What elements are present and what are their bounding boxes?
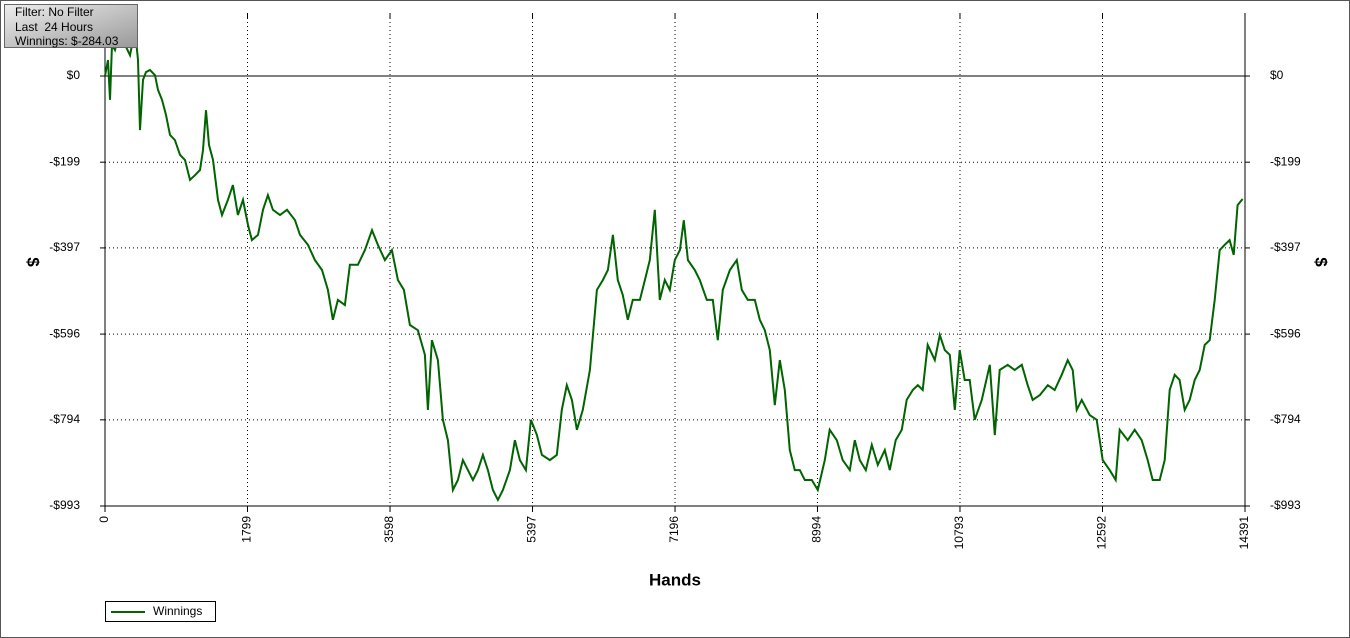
legend-label: Winnings [153,604,202,618]
x-tick-label: 5397 [525,516,539,543]
y-axis-title: $ [24,257,43,267]
info-period: Last 24 Hours [15,20,93,34]
x-tick-label: 12592 [1095,516,1109,550]
x-tick-label: 7196 [667,516,681,543]
x-axis-title: Hands [649,570,701,589]
plot-area: $0 $0 -$199 -$199 -$397 -$397 -$596 -$596 -$794 -… [49,13,1301,622]
info-filter: Filter: No Filter [15,5,94,19]
info-box [4,4,138,48]
y2-tick-label: -$993 [1270,498,1301,512]
y2-tick-label: -$199 [1270,154,1301,168]
x-tick-label: 8994 [810,516,824,543]
y-tick-label: -$397 [49,240,80,254]
y-tick-label: -$993 [49,498,80,512]
series-line [104,26,1244,503]
legend-box [105,601,216,622]
info-winnings: Winnings: $-284.03 [15,34,119,48]
y-tick-label: -$596 [49,326,80,340]
y-tick-label: -$794 [49,412,80,426]
x-tick-label: 14391 [1237,516,1251,550]
x-tick-label: 10793 [952,516,966,550]
y2-tick-label: -$794 [1270,412,1301,426]
y2-tick-label: $0 [1270,68,1284,82]
x-tick-label: 0 [97,516,111,523]
y-tick-label: $0 [67,68,81,82]
y2-tick-label: -$397 [1270,240,1301,254]
y-tick-label: -$199 [49,154,80,168]
y2-tick-label: -$596 [1270,326,1301,340]
x-tick-label: 1799 [240,516,254,543]
y2-axis-title: $ [1312,257,1331,267]
x-tick-label: 3598 [382,516,396,543]
